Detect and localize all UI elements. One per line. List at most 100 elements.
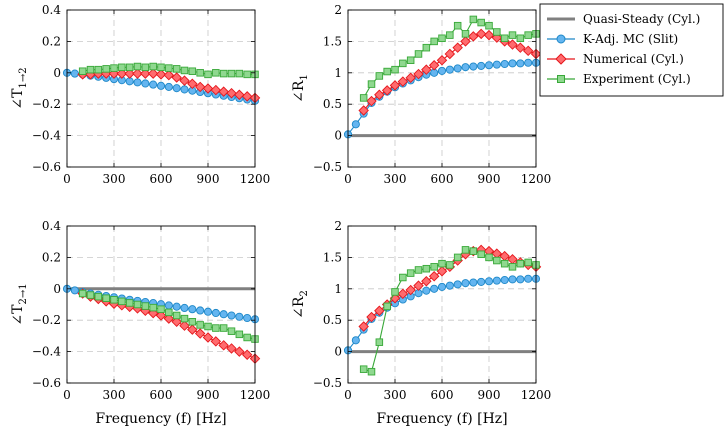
data-point (125, 63, 134, 72)
data-point (366, 95, 377, 107)
data-point (110, 64, 118, 72)
y-tick-label: 0.2 (42, 34, 61, 48)
data-point (133, 300, 142, 309)
data-point (204, 70, 212, 79)
data-point (70, 69, 79, 78)
data-point (430, 263, 438, 271)
y-tick-label: 0.5 (323, 313, 342, 327)
data-point (468, 31, 479, 42)
y-axis-label: ∠R1 (291, 74, 310, 103)
data-point (147, 68, 159, 79)
data-point (219, 310, 228, 319)
data-point (428, 60, 440, 71)
legend-label-quasi-steady: Quasi-Steady (Cyl.) (583, 12, 700, 26)
data-point (422, 264, 431, 273)
legend-entry-experiment: Experiment (Cyl.) (547, 72, 691, 86)
data-point (172, 302, 181, 311)
data-point (187, 324, 198, 335)
data-point (383, 302, 391, 311)
legend-label-k-adj-mc: K-Adj. MC (Slit) (583, 32, 678, 46)
data-point (375, 72, 384, 80)
y-tick-label: 0 (53, 282, 61, 296)
data-point (469, 62, 478, 71)
x-tick-label: 1200 (521, 172, 552, 186)
data-point (165, 64, 173, 72)
data-point (179, 75, 190, 86)
panel-2: 0 300 600 900 1200−0.500.511.52∠R1 (291, 3, 551, 186)
data-point (235, 312, 244, 321)
data-point (508, 31, 517, 39)
data-point (172, 84, 181, 93)
data-point (391, 65, 399, 74)
data-point (469, 15, 478, 24)
data-point (110, 296, 118, 304)
series-experiment-cyl- (359, 246, 540, 376)
legend-entry-k-adj-mc: K-Adj. MC (Slit) (547, 32, 678, 46)
y-axis-label: ∠T1→2 (10, 67, 29, 109)
data-point (516, 275, 525, 284)
data-point (180, 314, 189, 323)
data-point (149, 62, 157, 71)
data-point (211, 308, 220, 318)
data-point (383, 67, 391, 76)
y-tick-label: 0.4 (42, 3, 61, 17)
x-tick-label: 900 (478, 388, 501, 402)
data-point (157, 63, 165, 72)
data-point (196, 321, 204, 329)
data-point (477, 18, 485, 27)
x-axis-label: Frequency (f) [Hz] (95, 411, 226, 427)
data-point (149, 80, 158, 89)
data-point (445, 65, 454, 74)
data-point (397, 76, 409, 87)
data-point (374, 89, 385, 101)
data-point (243, 70, 251, 79)
data-point (524, 274, 533, 283)
data-point (180, 303, 189, 313)
data-point (212, 324, 220, 332)
data-point (188, 305, 197, 314)
data-point (367, 367, 376, 376)
data-point (358, 321, 369, 332)
data-point (493, 28, 501, 36)
data-point (179, 320, 190, 331)
data-point (235, 330, 244, 339)
data-point (453, 253, 462, 262)
y-tick-label: 0 (53, 66, 61, 80)
data-point (204, 322, 212, 331)
data-point (406, 269, 415, 277)
data-point (86, 65, 95, 74)
data-point (484, 277, 494, 286)
data-point (171, 72, 182, 83)
data-point (241, 91, 253, 102)
data-point (218, 86, 229, 97)
data-point (452, 42, 463, 53)
data-point (381, 85, 393, 96)
data-point (156, 81, 166, 90)
data-point (210, 336, 222, 347)
data-point (438, 34, 446, 43)
x-tick-label: 1200 (521, 388, 552, 402)
data-point (227, 69, 236, 78)
x-tick-label: 0 (63, 172, 71, 186)
data-point (196, 306, 205, 315)
data-point (155, 310, 167, 321)
y-tick-label: 1.5 (323, 34, 342, 48)
data-point (475, 28, 487, 40)
x-tick-label: 300 (103, 388, 126, 402)
data-point (188, 318, 197, 326)
y-tick-label: −0.6 (32, 160, 61, 174)
data-point (461, 63, 470, 72)
panel-3: 0 300 600 900 1200 −0.6 −0.4 −0.2 0 0.2 0.4 ∠T2→1 Fr… (10, 219, 270, 427)
x-tick-label: 600 (150, 172, 173, 186)
data-point (524, 258, 532, 267)
data-point (125, 299, 134, 307)
x-tick-label: 600 (431, 172, 454, 186)
data-point (351, 336, 360, 345)
data-point (219, 69, 228, 78)
data-point (500, 275, 509, 285)
data-point (165, 308, 173, 317)
data-point (226, 87, 237, 99)
data-point (226, 343, 237, 354)
data-point (94, 292, 103, 301)
y-tick-label: 0 (334, 345, 342, 359)
